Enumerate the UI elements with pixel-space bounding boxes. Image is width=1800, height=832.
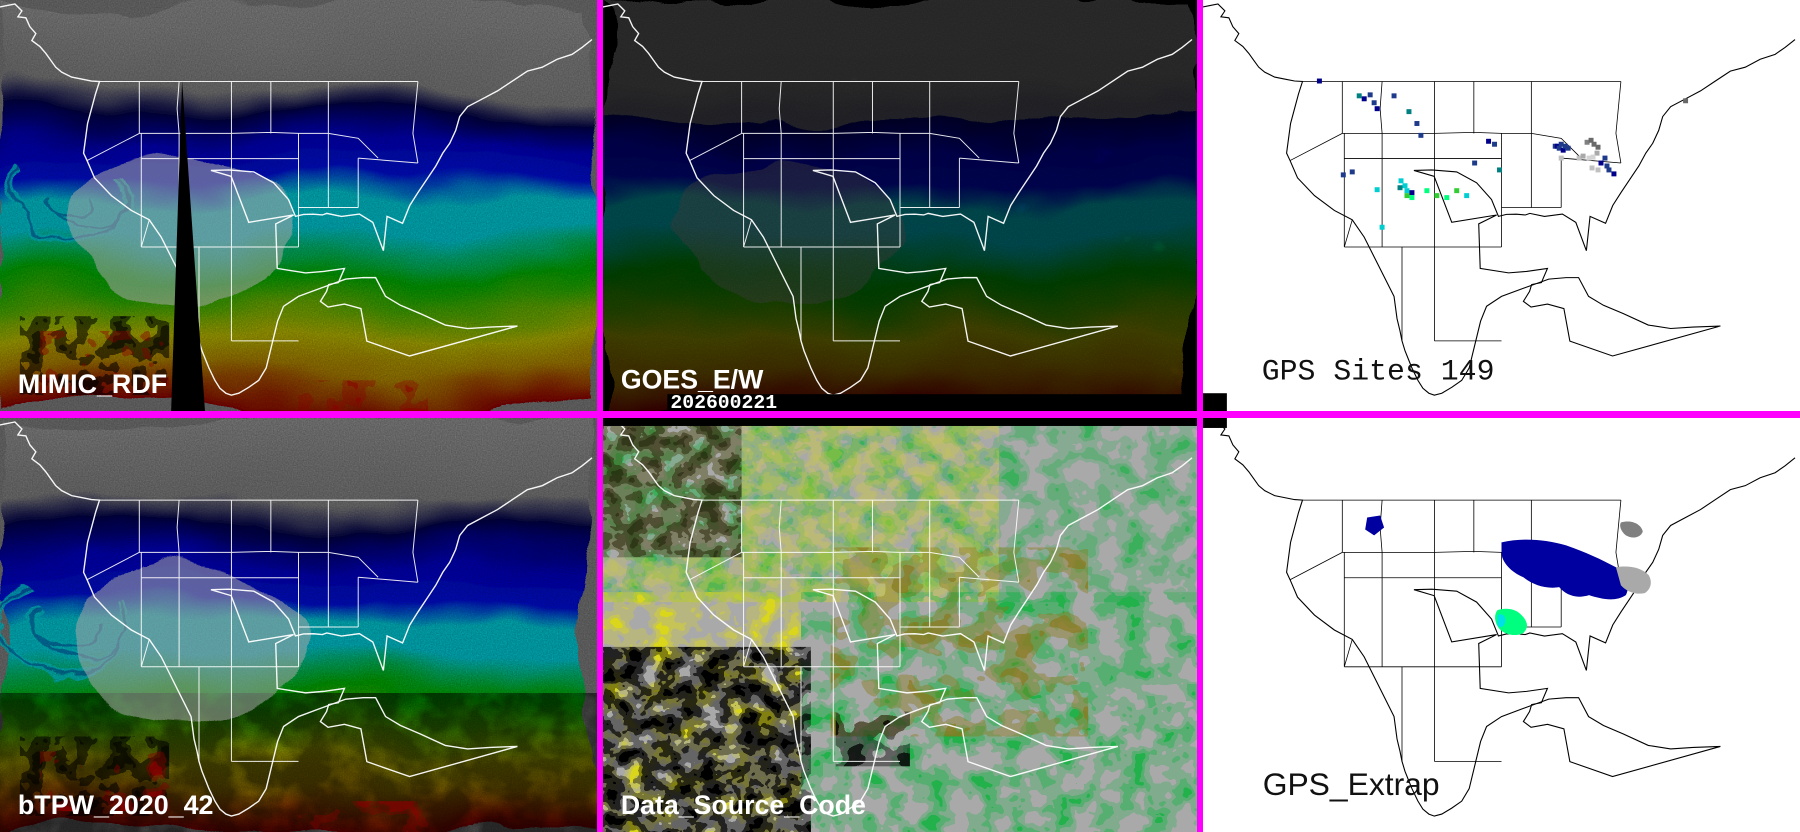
- svg-text:GPS_Extrap: GPS_Extrap: [1263, 766, 1440, 802]
- svg-text:Data_Source_Code: Data_Source_Code: [621, 790, 866, 820]
- svg-text:MIMIC_RDF: MIMIC_RDF: [18, 369, 167, 399]
- svg-text:202600221: 202600221: [670, 392, 777, 411]
- svg-text:GOES_E/W: GOES_E/W: [621, 364, 764, 394]
- svg-text:GPS Sites 149: GPS Sites 149: [1262, 354, 1495, 388]
- svg-text:bTPW_2020_42: bTPW_2020_42: [18, 790, 214, 820]
